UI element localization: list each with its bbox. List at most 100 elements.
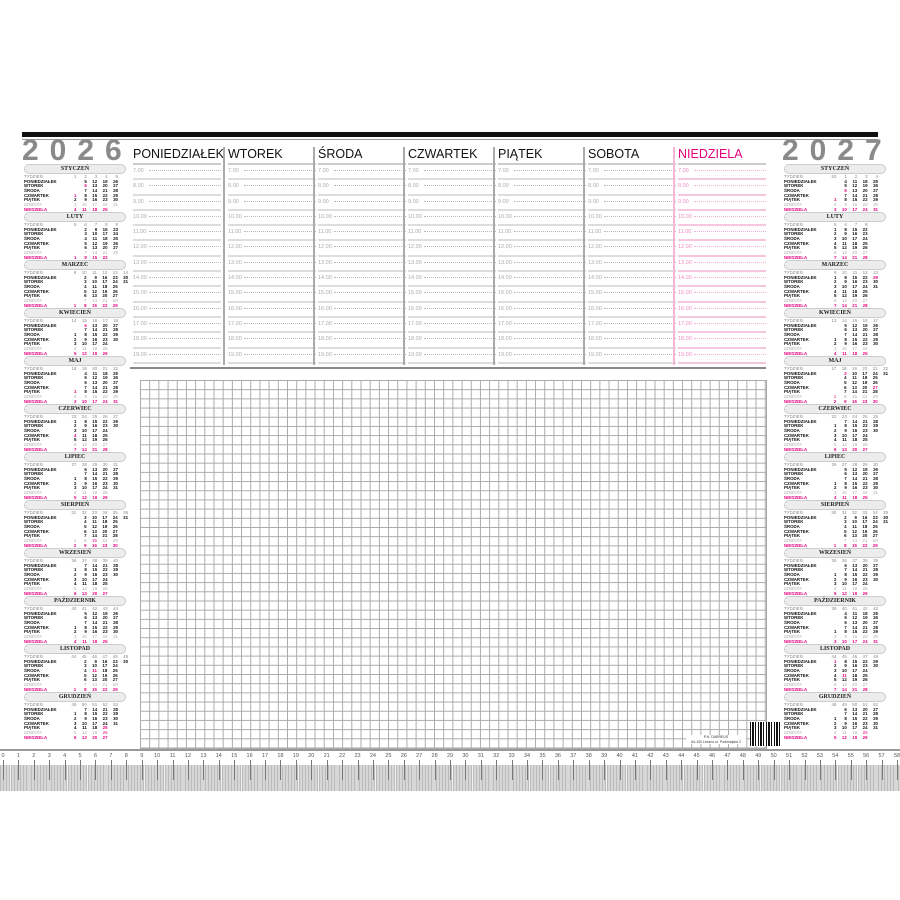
time-slot[interactable]: 14.00 bbox=[133, 272, 221, 288]
time-slot[interactable]: 8.00 bbox=[678, 180, 766, 196]
time-slot[interactable]: 9.00 bbox=[408, 196, 496, 211]
time-slot[interactable]: 7.00 bbox=[498, 165, 586, 181]
time-slot[interactable]: 8.00 bbox=[588, 180, 676, 196]
time-slot[interactable]: 19.00 bbox=[588, 349, 676, 364]
time-slot[interactable]: 16.00 bbox=[318, 303, 406, 318]
time-slot[interactable]: 8.00 bbox=[228, 180, 316, 196]
time-slot[interactable]: 15.00 bbox=[678, 287, 766, 303]
time-slot[interactable]: 13.00 bbox=[588, 257, 676, 273]
time-slot[interactable]: 11.00 bbox=[133, 226, 221, 242]
time-slot[interactable]: 10.00 bbox=[588, 211, 676, 227]
time-slot[interactable]: 15.00 bbox=[408, 287, 496, 303]
time-slot[interactable]: 14.00 bbox=[588, 272, 676, 288]
time-slot[interactable]: 13.00 bbox=[318, 257, 406, 273]
time-slot[interactable]: 14.00 bbox=[228, 272, 316, 288]
time-slot[interactable]: 7.00 bbox=[228, 165, 316, 181]
time-slot[interactable]: 13.00 bbox=[678, 257, 766, 273]
time-slot[interactable]: 12.00 bbox=[498, 241, 586, 257]
time-slot[interactable]: 15.00 bbox=[133, 287, 221, 303]
time-slot[interactable]: 15.00 bbox=[228, 287, 316, 303]
time-slot[interactable]: 18.00 bbox=[678, 333, 766, 349]
time-slot[interactable]: 16.00 bbox=[678, 303, 766, 318]
time-slot[interactable]: 17.00 bbox=[498, 318, 586, 334]
time-slot[interactable]: 11.00 bbox=[318, 226, 406, 242]
time-slot[interactable]: 7.00 bbox=[588, 165, 676, 181]
time-slot[interactable]: 15.00 bbox=[498, 287, 586, 303]
time-slot[interactable]: 9.00 bbox=[678, 196, 766, 211]
time-slot[interactable]: 15.00 bbox=[318, 287, 406, 303]
time-slot[interactable]: 19.00 bbox=[498, 349, 586, 364]
time-slot[interactable]: 8.00 bbox=[318, 180, 406, 196]
time-slot[interactable]: 13.00 bbox=[228, 257, 316, 273]
time-slot[interactable]: 19.00 bbox=[228, 349, 316, 364]
time-slot[interactable]: 13.00 bbox=[408, 257, 496, 273]
time-slot[interactable]: 12.00 bbox=[588, 241, 676, 257]
notes-grid[interactable] bbox=[140, 380, 767, 749]
time-slot[interactable]: 16.00 bbox=[408, 303, 496, 318]
time-slot[interactable]: 17.00 bbox=[228, 318, 316, 334]
time-slot[interactable]: 17.00 bbox=[133, 318, 221, 334]
time-slot[interactable]: 16.00 bbox=[498, 303, 586, 318]
day-number: 29 bbox=[873, 336, 878, 342]
time-slot[interactable]: 8.00 bbox=[408, 180, 496, 196]
time-slot[interactable]: 7.00 bbox=[678, 165, 766, 181]
time-slot[interactable]: 8.00 bbox=[133, 180, 221, 196]
time-slot[interactable]: 19.00 bbox=[318, 349, 406, 364]
time-slot[interactable]: 17.00 bbox=[318, 318, 406, 334]
time-label: 9.00 bbox=[408, 198, 419, 205]
month-name: CZERWIEC bbox=[24, 404, 126, 414]
time-slot[interactable]: 16.00 bbox=[133, 303, 221, 318]
time-slot[interactable]: 16.00 bbox=[228, 303, 316, 318]
time-slot[interactable]: 7.00 bbox=[133, 165, 221, 181]
time-slot[interactable]: 16.00 bbox=[588, 303, 676, 318]
day-number: 17 bbox=[92, 202, 98, 208]
time-slot[interactable]: 8.00 bbox=[498, 180, 586, 196]
time-slot[interactable]: 7.00 bbox=[408, 165, 496, 181]
time-slot[interactable]: 11.00 bbox=[498, 226, 586, 242]
time-slot[interactable]: 11.00 bbox=[228, 226, 316, 242]
time-slot[interactable]: 10.00 bbox=[498, 211, 586, 227]
time-slot[interactable]: 9.00 bbox=[498, 196, 586, 211]
time-slot[interactable]: 17.00 bbox=[588, 318, 676, 334]
time-slot[interactable]: 18.00 bbox=[318, 333, 406, 349]
time-slot[interactable]: 17.00 bbox=[678, 318, 766, 334]
day-number: 23 bbox=[862, 398, 868, 404]
time-slot[interactable]: 14.00 bbox=[318, 272, 406, 288]
time-slot[interactable]: 12.00 bbox=[678, 241, 766, 257]
time-slot[interactable]: 12.00 bbox=[228, 241, 316, 257]
time-slot[interactable]: 14.00 bbox=[498, 272, 586, 288]
day-number: 31 bbox=[113, 720, 118, 726]
time-slot[interactable]: 10.00 bbox=[408, 211, 496, 227]
time-slot[interactable]: 14.00 bbox=[678, 272, 766, 288]
time-slot[interactable]: 18.00 bbox=[408, 333, 496, 349]
time-slot[interactable]: 12.00 bbox=[318, 241, 406, 257]
time-slot[interactable]: 18.00 bbox=[498, 333, 586, 349]
time-slot[interactable]: 10.00 bbox=[678, 211, 766, 227]
time-slot[interactable]: 18.00 bbox=[228, 333, 316, 349]
time-slot[interactable]: 10.00 bbox=[133, 211, 221, 227]
time-slot[interactable]: 13.00 bbox=[498, 257, 586, 273]
time-slot[interactable]: 9.00 bbox=[228, 196, 316, 211]
time-slot[interactable]: 10.00 bbox=[318, 211, 406, 227]
time-slot[interactable]: 10.00 bbox=[228, 211, 316, 227]
time-slot[interactable]: 19.00 bbox=[408, 349, 496, 364]
time-slot[interactable]: 12.00 bbox=[408, 241, 496, 257]
time-slot[interactable]: 19.00 bbox=[678, 349, 766, 364]
time-slot[interactable]: 18.00 bbox=[133, 333, 221, 349]
time-slot[interactable]: 12.00 bbox=[133, 241, 221, 257]
time-slot[interactable]: 7.00 bbox=[318, 165, 406, 181]
time-slot[interactable]: 17.00 bbox=[408, 318, 496, 334]
time-slot[interactable]: 15.00 bbox=[588, 287, 676, 303]
time-slot[interactable]: 9.00 bbox=[133, 196, 221, 211]
time-slot[interactable]: 14.00 bbox=[408, 272, 496, 288]
weekday-row: ŚRODA 6 13 20 27 bbox=[22, 380, 128, 386]
time-slot[interactable]: 19.00 bbox=[133, 349, 221, 364]
time-slot[interactable]: 11.00 bbox=[588, 226, 676, 242]
time-slot[interactable]: 9.00 bbox=[588, 196, 676, 211]
time-slot[interactable]: 11.00 bbox=[678, 226, 766, 242]
time-slot[interactable]: 13.00 bbox=[133, 257, 221, 273]
day-number: 15 bbox=[852, 226, 858, 232]
time-slot[interactable]: 11.00 bbox=[408, 226, 496, 242]
time-slot[interactable]: 9.00 bbox=[318, 196, 406, 211]
time-slot[interactable]: 18.00 bbox=[588, 333, 676, 349]
